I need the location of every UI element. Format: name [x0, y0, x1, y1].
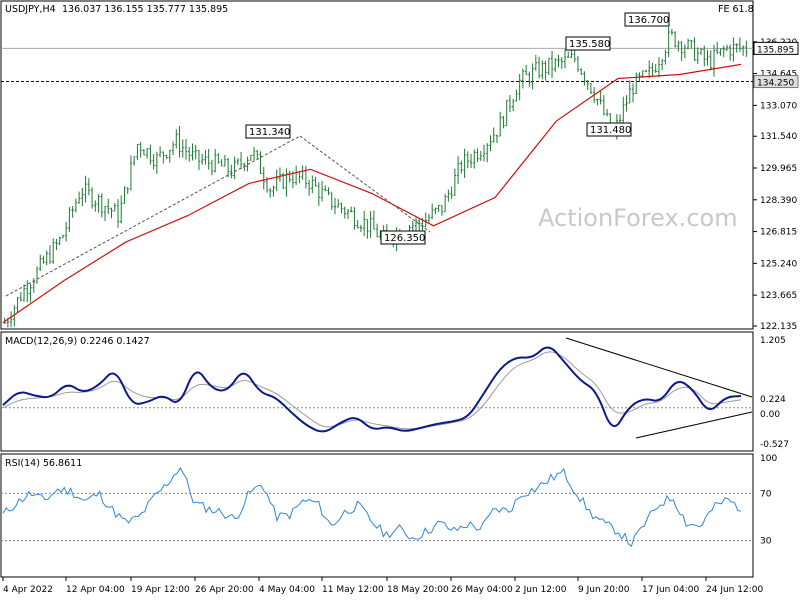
- price-tick-label: 123.665: [760, 291, 797, 301]
- x-tick-label: 4 May 04:00: [259, 585, 315, 595]
- rsi-line: [2, 466, 742, 548]
- symbol-label: USDJPY,H4: [5, 4, 56, 15]
- macd-upper-trendline: [565, 337, 753, 398]
- x-tick-label: 4 Apr 2022: [3, 585, 53, 595]
- price-annotation-label: 131.480: [590, 125, 631, 136]
- price-tick-label: 129.965: [760, 164, 797, 174]
- macd-tick-label: 0.224: [760, 395, 786, 405]
- price-annotation-box: [586, 122, 632, 137]
- price-tick-label: 131.540: [760, 132, 797, 142]
- x-tick-label: 11 May 12:00: [322, 585, 384, 595]
- moving-average-line: [2, 63, 742, 324]
- support-level-value: 134.250: [757, 79, 794, 89]
- macd-tick-label: -0.527: [760, 440, 789, 450]
- macd-line: [2, 346, 742, 433]
- macd-panel-frame: [0, 331, 754, 452]
- rsi-tick-label: 30: [760, 537, 772, 547]
- price-tick-label: 133.070: [760, 101, 797, 111]
- price-annotation-box: [565, 36, 611, 51]
- rsi-panel-frame: [0, 453, 754, 578]
- x-tick-label: 9 Jun 20:00: [578, 585, 630, 595]
- x-tick-label: 24 Jun 12:00: [706, 585, 763, 595]
- watermark: ActionForex.com: [538, 204, 738, 232]
- rsi-tick-label: 100: [760, 454, 777, 464]
- macd-tick-label: 0.00: [760, 410, 780, 420]
- price-annotation-label: 126.350: [384, 233, 425, 244]
- price-panel-frame: [0, 0, 754, 330]
- x-tick-label: 2 Jun 12:00: [515, 585, 567, 595]
- x-tick-label: 18 May 20:00: [387, 585, 449, 595]
- wave-line-1: [5, 135, 301, 297]
- price-annotation-box: [624, 12, 670, 27]
- support-level-tag: [753, 75, 799, 89]
- x-tick-label: 19 Apr 12:00: [131, 585, 190, 595]
- wave-line-2: [299, 135, 431, 233]
- x-tick-label: 26 May 04:00: [451, 585, 513, 595]
- price-annotation-box: [245, 124, 291, 139]
- x-tick-label: 12 Apr 04:00: [66, 585, 125, 595]
- macd-lower-trendline: [635, 411, 753, 439]
- x-tick-label: 17 Jun 04:00: [642, 585, 699, 595]
- rsi-title: RSI(14) 56.8611: [5, 458, 82, 469]
- price-tick-label: 134.645: [760, 70, 797, 80]
- ohlc-readout: 136.037 136.155 135.777 135.895: [62, 4, 228, 15]
- x-tick-label: 26 Apr 20:00: [195, 585, 254, 595]
- current-price-value: 135.895: [757, 45, 794, 55]
- price-tick-label: 126.815: [760, 228, 797, 238]
- price-tick-label: 122.135: [760, 322, 797, 332]
- current-price-tag: [753, 41, 799, 55]
- fe-label: FE 61.8: [718, 4, 754, 15]
- rsi-tick-label: 70: [760, 489, 772, 499]
- macd-tick-label: 1.205: [760, 336, 786, 346]
- price-annotation-label: 131.340: [249, 127, 290, 138]
- price-annotation-label: 135.580: [569, 39, 610, 50]
- price-tick-label: 125.240: [760, 259, 797, 269]
- price-annotation-label: 136.700: [628, 15, 669, 26]
- price-annotation-box: [380, 230, 426, 245]
- price-tick-label: 128.390: [760, 196, 797, 206]
- macd-title: MACD(12,26,9) 0.2246 0.1427: [5, 336, 150, 347]
